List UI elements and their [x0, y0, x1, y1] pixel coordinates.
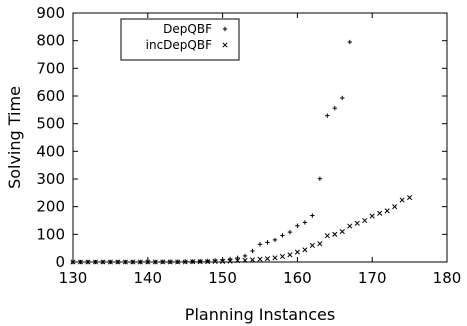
data-point [377, 210, 383, 216]
y-tick-label: 900 [36, 4, 65, 22]
y-axis-label: Solving Time [5, 86, 24, 189]
data-point [264, 256, 271, 262]
data-point [220, 258, 226, 265]
legend-box [120, 18, 240, 61]
x-axis-label: Planning Instances [185, 305, 335, 324]
data-point [362, 217, 368, 224]
data-point [317, 176, 323, 181]
x-tick-label: 150 [208, 269, 237, 287]
x-tick-label: 160 [283, 269, 312, 287]
data-point [272, 255, 278, 261]
data-point [212, 258, 218, 265]
y-tick-label: 600 [36, 87, 65, 105]
x-tick-label: 180 [433, 269, 462, 287]
data-point [317, 241, 323, 247]
series-0 [70, 39, 352, 265]
x-tick-label: 140 [133, 269, 162, 287]
y-tick-label: 800 [36, 32, 65, 50]
data-point [250, 248, 255, 254]
data-point [294, 249, 300, 255]
data-point [354, 220, 360, 226]
marks-layer [70, 39, 413, 265]
data-point [340, 95, 345, 101]
data-point [332, 231, 338, 237]
data-point [295, 223, 300, 228]
data-point [339, 229, 345, 235]
y-tick-label: 200 [36, 198, 65, 216]
data-point [347, 39, 352, 45]
plot-frame [72, 12, 448, 263]
data-point [392, 204, 398, 210]
data-point [384, 208, 390, 214]
data-point [279, 253, 285, 260]
tick-layer: 130 140 150 160 170 180 0 100 200 300 400 500 600 700… [36, 4, 461, 287]
data-point [302, 247, 308, 253]
legend: DepQBF incDepQBF [120, 18, 240, 61]
y-tick-label: 0 [55, 253, 65, 271]
data-point [399, 197, 405, 203]
data-point [227, 256, 233, 262]
data-point [310, 213, 315, 218]
data-point [287, 252, 293, 258]
x-tick-label: 130 [59, 269, 88, 287]
data-point [325, 113, 330, 118]
y-tick-label: 400 [36, 142, 65, 160]
data-point [280, 233, 285, 238]
data-point [242, 253, 248, 259]
data-point [265, 240, 270, 245]
data-point [332, 105, 337, 111]
data-point [347, 223, 353, 229]
data-point [324, 233, 330, 239]
legend-marker [222, 42, 228, 48]
data-point [257, 242, 263, 247]
data-point [227, 258, 233, 264]
y-tick-label: 300 [36, 170, 65, 188]
data-point [235, 255, 240, 261]
data-point [407, 194, 413, 201]
legend-label: DepQBF [163, 22, 212, 36]
data-point [272, 237, 278, 243]
series-1 [70, 194, 413, 265]
legend-label: incDepQBF [146, 38, 212, 52]
legend-marker [222, 26, 228, 32]
y-tick-label: 500 [36, 115, 65, 133]
y-tick-label: 100 [36, 225, 65, 243]
data-point [302, 220, 308, 225]
data-point [369, 213, 375, 219]
data-point [287, 229, 293, 235]
x-tick-label: 170 [358, 269, 387, 287]
data-point [257, 256, 263, 262]
y-tick-label: 700 [36, 59, 65, 77]
data-point [309, 242, 315, 248]
data-point [249, 257, 256, 263]
